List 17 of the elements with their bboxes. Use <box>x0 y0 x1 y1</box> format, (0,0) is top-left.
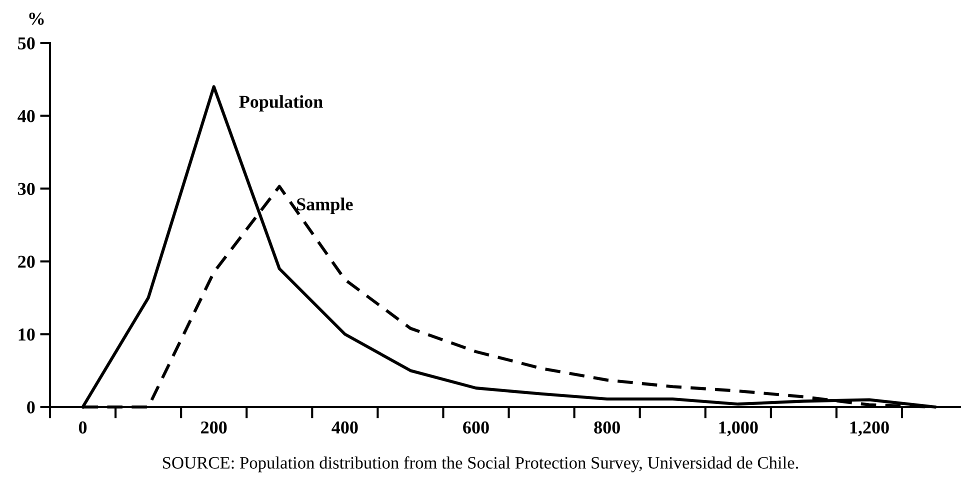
y-axis-title: % <box>29 12 44 25</box>
x-tick-label: 200 <box>201 421 227 434</box>
y-tick-label: 0 <box>27 401 35 414</box>
x-tick-label: 0 <box>78 421 87 434</box>
source-note: SOURCE: Population distribution from the Social Protection Survey, Universidad de Chile. <box>163 456 798 472</box>
series-label: Population <box>239 95 323 112</box>
x-tick-label: 400 <box>332 421 358 434</box>
y-tick-label: 30 <box>18 182 35 196</box>
x-tick-label: 800 <box>594 421 620 434</box>
x-tick-label: 600 <box>463 421 489 434</box>
x-tick-label: 1,000 <box>719 421 758 436</box>
y-tick-label: 20 <box>18 256 35 268</box>
series-label: Sample <box>297 198 353 214</box>
y-tick-label: 50 <box>18 37 35 50</box>
y-tick-label: 10 <box>18 328 35 341</box>
x-tick-label: 1,200 <box>850 421 889 436</box>
y-tick-label: 40 <box>18 110 35 122</box>
